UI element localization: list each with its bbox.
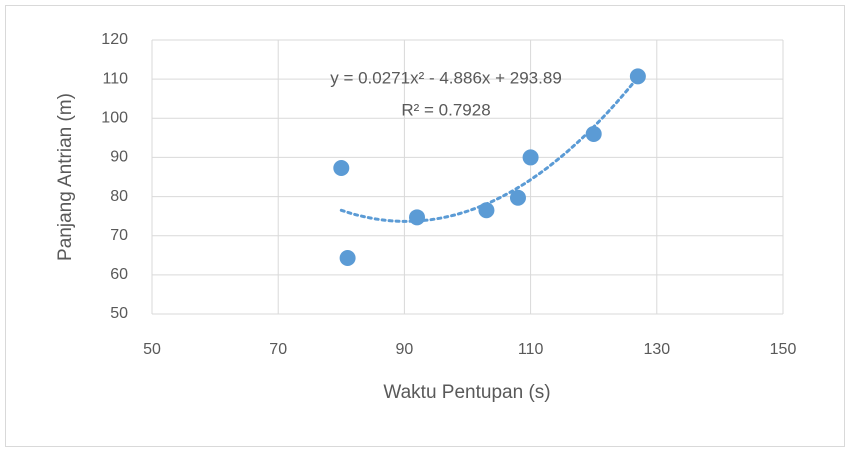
y-tick-label: 100 [101, 110, 128, 127]
x-tick-label: 130 [643, 341, 670, 358]
data-point [409, 209, 426, 226]
data-point [478, 202, 495, 219]
x-axis-title: Waktu Pentupan (s) [383, 382, 550, 403]
data-point [522, 149, 539, 166]
y-tick-label: 120 [101, 31, 128, 48]
x-tick-label: 70 [269, 341, 287, 358]
x-tick-label: 50 [143, 341, 161, 358]
y-tick-label: 60 [110, 266, 128, 283]
data-point [339, 250, 356, 267]
x-tick-label: 90 [396, 341, 414, 358]
trendline-equation: y = 0.0271x² - 4.886x + 293.89 [330, 68, 562, 87]
trendline-r-squared: R² = 0.7928 [401, 100, 490, 119]
y-axis-title: Panjang Antrian (m) [55, 93, 76, 261]
x-tick-label: 110 [518, 341, 544, 358]
y-tick-label: 110 [102, 70, 128, 87]
data-point [585, 125, 602, 142]
y-tick-label: 80 [110, 188, 128, 205]
x-tick-label: 150 [770, 341, 797, 358]
y-tick-label: 50 [110, 305, 128, 322]
data-point [509, 189, 526, 206]
y-tick-label: 90 [110, 149, 128, 166]
data-point [629, 68, 646, 85]
y-tick-label: 70 [110, 227, 128, 244]
data-point [333, 159, 350, 176]
